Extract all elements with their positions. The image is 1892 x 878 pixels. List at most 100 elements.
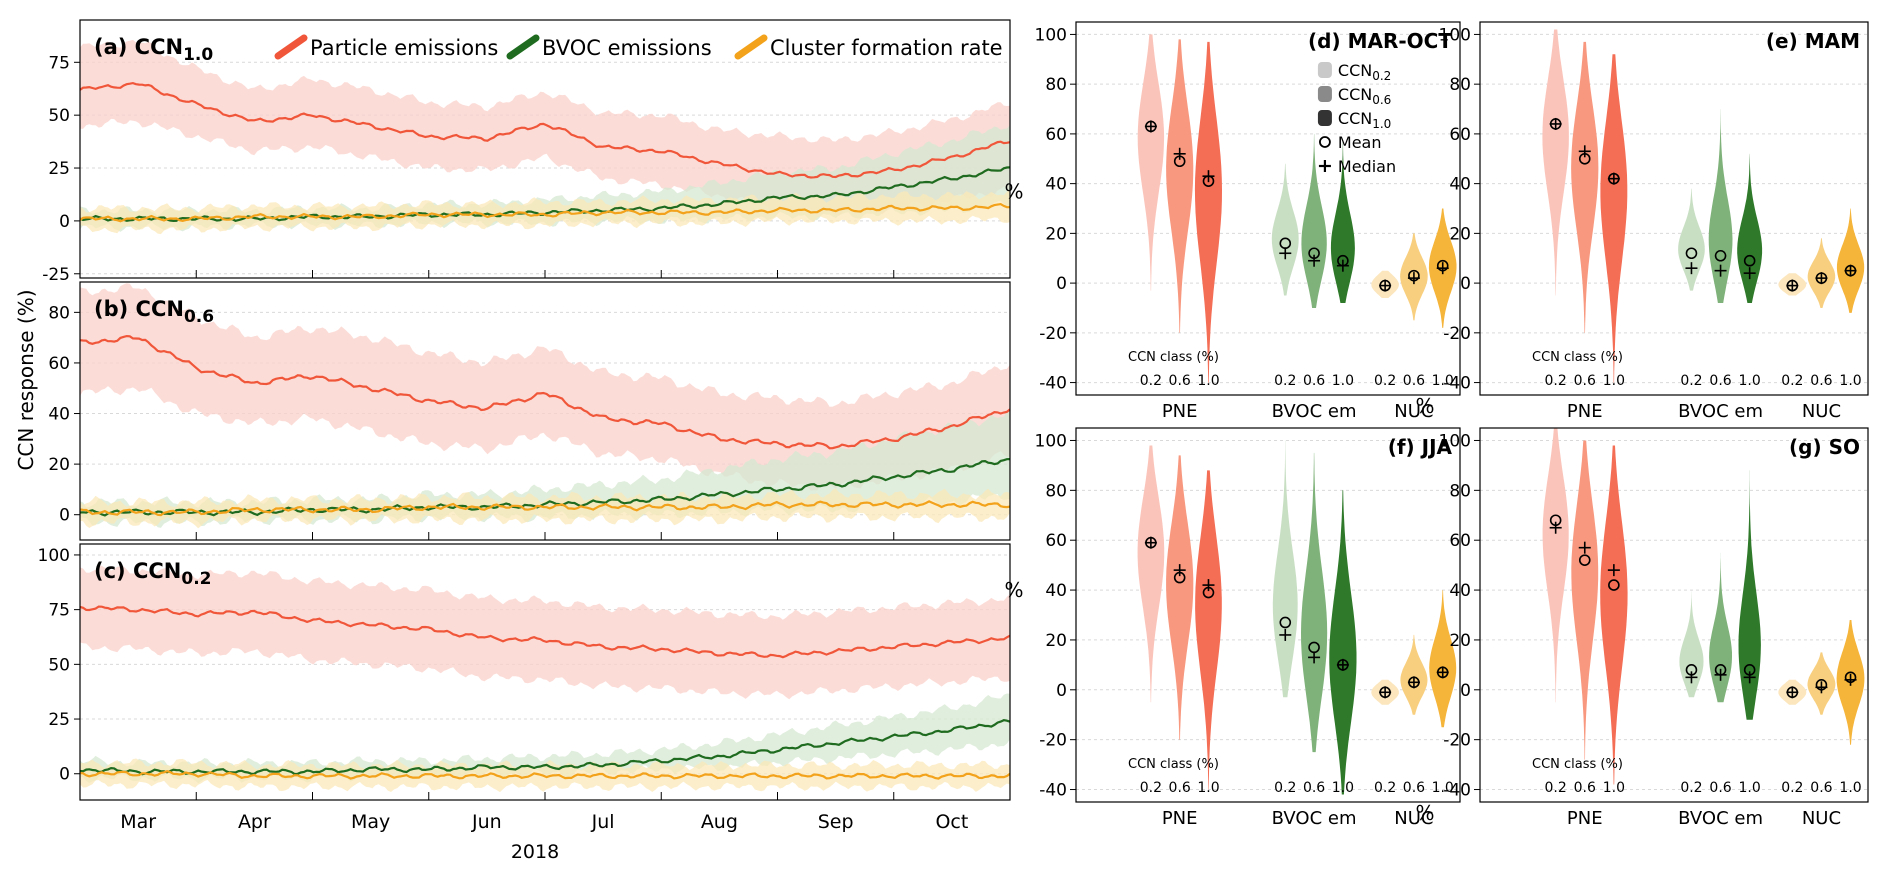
class-label: 0.2 [1140, 780, 1162, 796]
legend-swatch [274, 34, 308, 60]
y-tick-label: 100 [1035, 431, 1067, 451]
y-tick-label: 0 [59, 506, 70, 526]
legend-swatch [1317, 110, 1332, 126]
x-tick-label: May [351, 811, 390, 833]
group-label: BVOC em [1272, 808, 1357, 829]
group-label: PNE [1162, 401, 1198, 422]
class-label: 1.0 [1739, 780, 1761, 796]
legend-label: Median [1338, 157, 1396, 176]
series-line [79, 605, 1011, 659]
y-axis-label: CCN response (%) [14, 289, 38, 470]
y-axis-label: % [1415, 801, 1434, 825]
violin [1400, 634, 1428, 715]
violin [1678, 188, 1705, 291]
group-label: PNE [1162, 808, 1198, 829]
violin [1194, 41, 1222, 383]
y-tick-label: 100 [1439, 431, 1471, 451]
y-tick-label: 0 [59, 212, 70, 232]
y-tick-label: 25 [48, 159, 70, 179]
y-tick-label: -40 [1443, 374, 1471, 394]
y-tick-label: 40 [48, 405, 70, 425]
group-label: PNE [1567, 401, 1603, 422]
y-tick-label: 100 [38, 546, 70, 566]
series-line [79, 719, 1011, 776]
class-label: 0.6 [1169, 780, 1191, 796]
y-tick-label: 50 [48, 106, 70, 126]
class-label: 0.6 [1709, 780, 1731, 796]
y-tick-label: -40 [1443, 781, 1471, 801]
panel-title: (e) MAM [1766, 29, 1860, 53]
violin [1195, 470, 1222, 790]
y-tick-label: -40 [1039, 781, 1067, 801]
group-label: NUC [1802, 808, 1841, 829]
class-label: 0.6 [1403, 780, 1425, 796]
y-tick-label: 0 [1056, 274, 1067, 294]
legend-label-subscript: 0.6 [1372, 93, 1391, 107]
y-tick-label: 100 [1035, 25, 1067, 45]
series-band [80, 565, 1010, 700]
legend-label: Particle emissions [310, 36, 498, 60]
y-tick-label: -20 [1443, 324, 1471, 344]
mean-marker [1608, 579, 1620, 591]
class-label: 1.0 [1332, 373, 1354, 389]
legend-label: CCN0.6 [1338, 85, 1391, 107]
class-label: 1.0 [1839, 373, 1861, 389]
x-tick-label: Jun [471, 811, 502, 833]
class-label: 0.2 [1374, 780, 1396, 796]
class-label: 1.0 [1839, 780, 1861, 796]
x-tick-label: Aug [701, 811, 738, 833]
y-tick-label: 0 [59, 765, 70, 785]
panel-frame [79, 281, 1011, 541]
panel-frame [1479, 21, 1869, 396]
class-label: 1.0 [1332, 780, 1354, 796]
y-tick-label: -20 [1039, 731, 1067, 751]
violin [1329, 490, 1357, 795]
x-tick-label: Mar [120, 811, 156, 833]
y-tick-label: -25 [42, 265, 70, 285]
y-tick-label: 0 [1460, 681, 1471, 701]
class-title: CCN class (%) [1128, 757, 1219, 772]
y-tick-label: 20 [48, 455, 70, 475]
y-tick-label: 60 [1449, 531, 1471, 551]
violin [1166, 39, 1194, 333]
y-tick-label: 20 [1449, 224, 1471, 244]
legend-label: Mean [1338, 133, 1382, 152]
panel-title: (f) JJA [1388, 435, 1453, 459]
y-tick-label: 20 [1449, 631, 1471, 651]
panel-title-subscript: 0.2 [181, 569, 211, 589]
class-label: 0.2 [1680, 780, 1702, 796]
y-tick-label: 40 [1449, 581, 1471, 601]
x-axis-label: 2018 [511, 841, 559, 863]
panel-frame [1479, 427, 1869, 803]
y-tick-label: 80 [1449, 481, 1471, 501]
panel-frame [1075, 427, 1461, 803]
violin [1542, 428, 1569, 703]
x-tick-label: Jul [591, 811, 615, 833]
group-label: BVOC em [1678, 401, 1763, 422]
mean-marker [1279, 616, 1292, 629]
y-tick-label: 20 [1045, 224, 1067, 244]
x-tick-label: Sep [818, 811, 854, 833]
violin [1542, 29, 1569, 296]
y-tick-label: 60 [1045, 125, 1067, 145]
panel-title-subscript: 0.6 [184, 307, 214, 327]
panel-frame [79, 19, 1011, 279]
y-tick-label: 80 [1045, 75, 1067, 95]
legend-label: CCN1.0 [1338, 109, 1391, 131]
y-tick-label: 60 [1449, 125, 1471, 145]
y-tick-label: 80 [1449, 75, 1471, 95]
series-line [79, 81, 1011, 179]
y-tick-label: 60 [48, 354, 70, 374]
class-label: 0.6 [1403, 373, 1425, 389]
class-label: 1.0 [1432, 373, 1454, 389]
class-label: 0.2 [1140, 373, 1162, 389]
class-label: 0.2 [1680, 373, 1702, 389]
violin [1330, 138, 1355, 303]
class-label: 0.2 [1274, 780, 1296, 796]
